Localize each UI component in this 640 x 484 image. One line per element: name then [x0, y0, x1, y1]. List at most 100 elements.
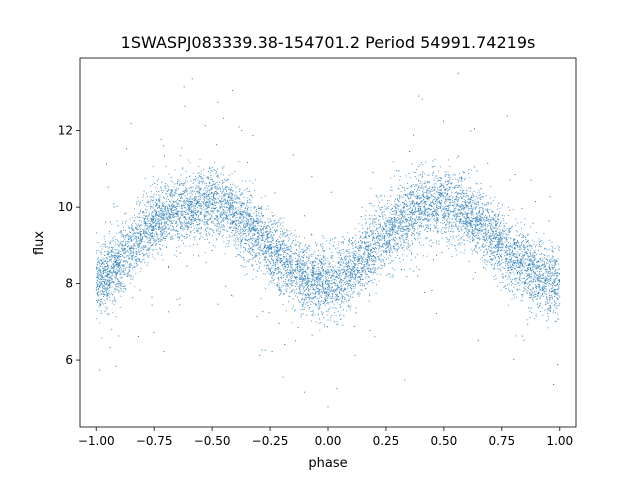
scatter-point — [501, 256, 502, 258]
scatter-point — [107, 314, 109, 316]
scatter-point — [527, 273, 529, 275]
scatter-point — [402, 197, 404, 199]
scatter-point — [244, 233, 246, 235]
scatter-point — [120, 260, 122, 262]
scatter-point — [96, 263, 98, 265]
scatter-point — [201, 193, 203, 195]
scatter-point — [176, 205, 178, 207]
scatter-point — [396, 249, 398, 251]
scatter-point — [155, 187, 157, 189]
scatter-point — [138, 260, 140, 262]
scatter-point — [166, 223, 167, 224]
scatter-point — [100, 260, 102, 262]
scatter-point — [170, 217, 172, 219]
scatter-point — [478, 202, 480, 204]
scatter-point — [176, 212, 178, 214]
scatter-point — [536, 304, 538, 306]
scatter-point — [494, 220, 496, 222]
scatter-point — [535, 285, 537, 287]
scatter-point — [182, 201, 184, 203]
scatter-point — [395, 232, 397, 234]
scatter-point — [377, 205, 379, 207]
scatter-point — [321, 286, 323, 288]
scatter-point — [532, 267, 534, 269]
scatter-point — [327, 258, 329, 259]
scatter-point — [181, 225, 183, 227]
scatter-point — [418, 225, 420, 227]
scatter-point — [190, 201, 191, 203]
scatter-point — [405, 233, 406, 235]
scatter-point — [102, 291, 104, 292]
scatter-point — [545, 298, 547, 300]
scatter-point — [470, 196, 472, 198]
scatter-point — [445, 188, 447, 190]
scatter-point — [303, 287, 305, 289]
scatter-point — [308, 289, 310, 291]
scatter-point — [530, 273, 532, 275]
scatter-point — [490, 227, 492, 228]
scatter-point — [551, 246, 553, 247]
scatter-point — [143, 255, 145, 257]
scatter-point — [289, 276, 291, 278]
scatter-point — [442, 197, 444, 199]
scatter-point — [509, 258, 511, 260]
scatter-point — [223, 229, 225, 231]
scatter-point — [519, 265, 521, 267]
scatter-point — [222, 218, 224, 220]
scatter-point — [427, 219, 429, 221]
scatter-point — [318, 279, 320, 281]
scatter-point — [220, 221, 222, 223]
scatter-point — [234, 200, 236, 202]
scatter-point — [210, 172, 211, 174]
scatter-point — [224, 188, 226, 190]
scatter-point — [277, 277, 279, 279]
scatter-point — [122, 267, 124, 269]
scatter-point — [196, 228, 198, 230]
scatter-point — [193, 225, 195, 227]
scatter-point — [309, 263, 311, 264]
scatter-point — [358, 262, 360, 264]
scatter-point — [485, 223, 486, 225]
scatter-point — [317, 273, 319, 275]
scatter-point — [297, 299, 299, 301]
scatter-point — [172, 225, 174, 227]
scatter-point — [150, 217, 152, 219]
scatter-point — [116, 286, 118, 288]
scatter-point — [329, 296, 331, 297]
scatter-point — [499, 232, 501, 234]
scatter-point — [480, 206, 482, 208]
scatter-point — [122, 248, 124, 250]
scatter-point — [397, 214, 399, 216]
scatter-point — [372, 263, 374, 265]
scatter-point — [452, 231, 454, 233]
scatter-point — [217, 176, 219, 177]
scatter-point — [266, 230, 268, 232]
scatter-point — [357, 267, 359, 269]
scatter-point — [501, 249, 502, 251]
scatter-point — [365, 271, 366, 272]
scatter-point — [322, 287, 324, 289]
scatter-point — [470, 205, 472, 207]
scatter-point — [188, 207, 190, 209]
scatter-point — [401, 235, 403, 237]
scatter-point — [442, 183, 444, 185]
scatter-point — [260, 230, 262, 232]
scatter-point — [556, 260, 557, 262]
scatter-point — [410, 206, 412, 208]
scatter-point — [312, 310, 314, 312]
scatter-point — [103, 286, 105, 288]
scatter-point — [182, 222, 184, 224]
scatter-point — [532, 282, 534, 284]
scatter-point — [466, 234, 468, 236]
scatter-point — [369, 253, 371, 255]
scatter-point — [367, 247, 369, 249]
scatter-point — [446, 198, 448, 200]
scatter-point — [385, 223, 387, 225]
scatter-point — [553, 259, 555, 261]
scatter-point — [212, 167, 214, 168]
scatter-point — [400, 212, 402, 214]
scatter-point — [190, 186, 192, 188]
scatter-point — [301, 282, 303, 284]
scatter-point — [166, 235, 168, 237]
scatter-point — [131, 247, 133, 249]
